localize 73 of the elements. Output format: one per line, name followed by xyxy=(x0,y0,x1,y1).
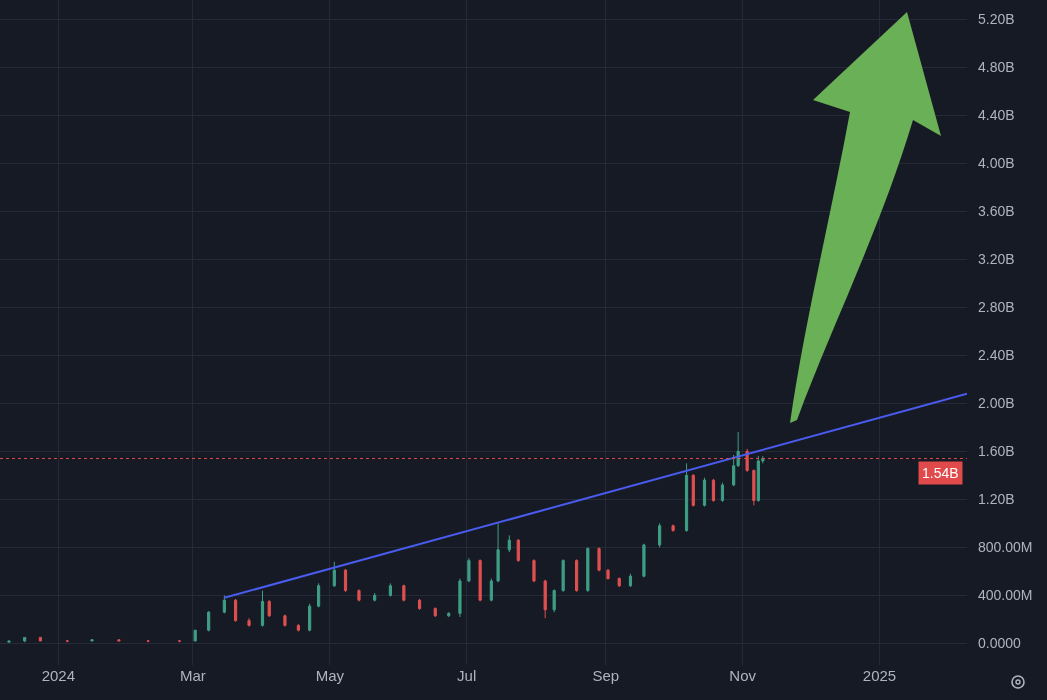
candlestick xyxy=(316,582,321,608)
candlestick xyxy=(586,546,590,593)
y-tick-label: 4.00B xyxy=(978,155,1015,172)
candlestick xyxy=(193,629,197,642)
candlestick xyxy=(691,473,695,508)
candlestick xyxy=(496,522,500,583)
candlestick xyxy=(543,579,547,619)
x-tick-label: Jul xyxy=(457,667,477,684)
candlestick xyxy=(516,538,520,563)
y-tick-label: 400.00M xyxy=(978,587,1033,604)
candlestick xyxy=(447,611,451,617)
y-tick-label: 1.20B xyxy=(978,491,1015,508)
y-tick-label: 4.40B xyxy=(978,107,1015,124)
y-tick-label: 2.40B xyxy=(978,347,1015,364)
candlestick xyxy=(402,584,406,602)
y-tick-label: 1.60B xyxy=(978,443,1015,460)
candlestick xyxy=(267,599,271,618)
candlestick xyxy=(478,558,482,602)
candlestick xyxy=(628,573,633,588)
candlestick xyxy=(247,617,251,628)
candlestick xyxy=(388,582,392,598)
candlestick xyxy=(720,482,725,503)
candlestick xyxy=(207,610,211,632)
x-tick-label: Mar xyxy=(180,667,206,684)
candlestick xyxy=(467,557,471,583)
y-tick-label: 2.00B xyxy=(978,395,1015,412)
candlestick xyxy=(684,462,689,533)
candlestick xyxy=(489,578,493,602)
candlestick xyxy=(752,468,756,506)
y-tick-label: 800.00M xyxy=(978,539,1033,556)
candlestick xyxy=(532,558,536,583)
x-tick-label: Sep xyxy=(592,667,620,684)
candlestick xyxy=(507,534,511,553)
candlestick xyxy=(671,524,675,533)
candlestick xyxy=(343,568,348,593)
candlestick xyxy=(117,639,121,642)
y-tick-label: 2.80B xyxy=(978,299,1015,316)
candlestick xyxy=(283,614,287,628)
candlestick xyxy=(433,606,437,618)
y-tick-label: 3.60B xyxy=(978,203,1015,220)
candlestick xyxy=(597,546,601,572)
candlestick xyxy=(642,543,646,578)
candlestick xyxy=(357,588,361,602)
candlestick xyxy=(458,578,462,618)
x-tick-label: 2025 xyxy=(862,667,897,684)
y-tick-label: 0.0000 xyxy=(978,635,1022,652)
candlestick xyxy=(711,478,716,503)
candlestick xyxy=(332,561,336,588)
x-tick-label: 2024 xyxy=(41,667,76,684)
candlestick xyxy=(373,592,377,602)
candlestick xyxy=(702,477,707,508)
x-tick-label: Nov xyxy=(729,667,757,684)
y-tick-label: 3.20B xyxy=(978,251,1015,268)
candlestick xyxy=(552,588,556,613)
candlestick xyxy=(561,558,565,593)
candlestick xyxy=(417,598,422,611)
candlestick xyxy=(23,636,27,642)
candlestick xyxy=(222,594,226,614)
candlestick xyxy=(617,576,621,588)
candlestick xyxy=(260,590,265,628)
y-tick-label: 5.20B xyxy=(978,11,1015,28)
candlestick xyxy=(90,639,94,642)
candlestick xyxy=(658,522,662,548)
x-tick-label: May xyxy=(315,667,345,684)
ref-line-label: 1.54B xyxy=(922,465,959,481)
candlestick xyxy=(308,603,312,632)
candlestick xyxy=(575,558,579,593)
y-tick-label: 4.80B xyxy=(978,59,1015,76)
candlestick xyxy=(7,640,11,643)
candlestick xyxy=(233,598,238,623)
candlestick xyxy=(38,636,42,642)
candlestick xyxy=(296,623,300,632)
candlestick xyxy=(606,568,610,581)
